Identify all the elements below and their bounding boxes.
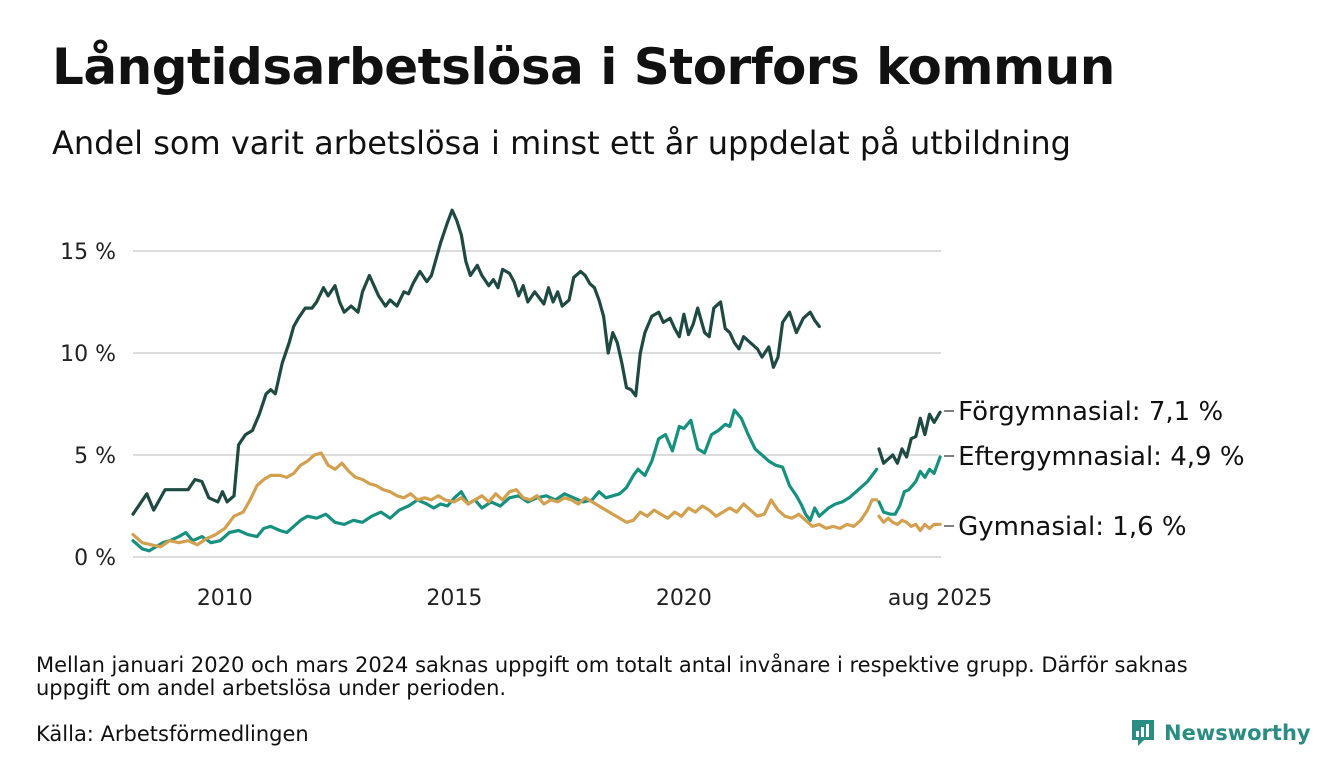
line-chart: 0 % 5 % 10 % 15 % 2010 2015 2020 aug 2025 Förg… <box>60 208 1245 611</box>
x-tick-label: 2010 <box>197 586 253 611</box>
y-tick-label: 10 % <box>60 342 116 367</box>
series-line-eftergymnasial-1 <box>131 408 879 553</box>
y-tick-label: 0 % <box>74 546 116 571</box>
series-end-labels: Förgymnasial: 7,1 % Eftergymnasial: 4,9 %… <box>944 397 1245 542</box>
chart-title: Långtidsarbetslösa i Storfors kommun <box>52 38 1115 96</box>
source-credit: Källa: Arbetsförmedlingen <box>36 722 309 746</box>
x-axis-tick-labels: 2010 2015 2020 aug 2025 <box>197 586 992 611</box>
chart-subtitle: Andel som varit arbetslösa i minst ett å… <box>52 124 1071 162</box>
gridlines <box>133 250 941 558</box>
series-line-gymnasial-1 <box>131 451 879 549</box>
y-axis-tick-labels: 0 % 5 % 10 % 15 % <box>60 240 116 571</box>
y-tick-label: 5 % <box>74 444 116 469</box>
series-lines <box>131 208 942 553</box>
newsworthy-logo-icon <box>1132 720 1154 746</box>
x-tick-label: 2020 <box>656 586 712 611</box>
footnote: Mellan januari 2020 och mars 2024 saknas… <box>36 653 1188 700</box>
series-line-gymnasial-2 <box>877 514 942 533</box>
series-line-eftergymnasial-2 <box>877 455 942 516</box>
x-tick-label: 2015 <box>426 586 482 611</box>
series-line-forgymnasial-1 <box>131 208 821 516</box>
end-label-gymnasial: Gymnasial: 1,6 % <box>958 512 1187 542</box>
end-label-eftergymnasial: Eftergymnasial: 4,9 % <box>958 442 1244 472</box>
brand-name: Newsworthy <box>1164 721 1311 745</box>
end-label-forgymnasial: Förgymnasial: 7,1 % <box>958 397 1223 427</box>
x-tick-label: aug 2025 <box>888 586 992 611</box>
y-tick-label: 15 % <box>60 240 116 265</box>
series-line-forgymnasial-2 <box>877 410 942 465</box>
brand-logo[interactable]: Newsworthy <box>1130 718 1311 748</box>
